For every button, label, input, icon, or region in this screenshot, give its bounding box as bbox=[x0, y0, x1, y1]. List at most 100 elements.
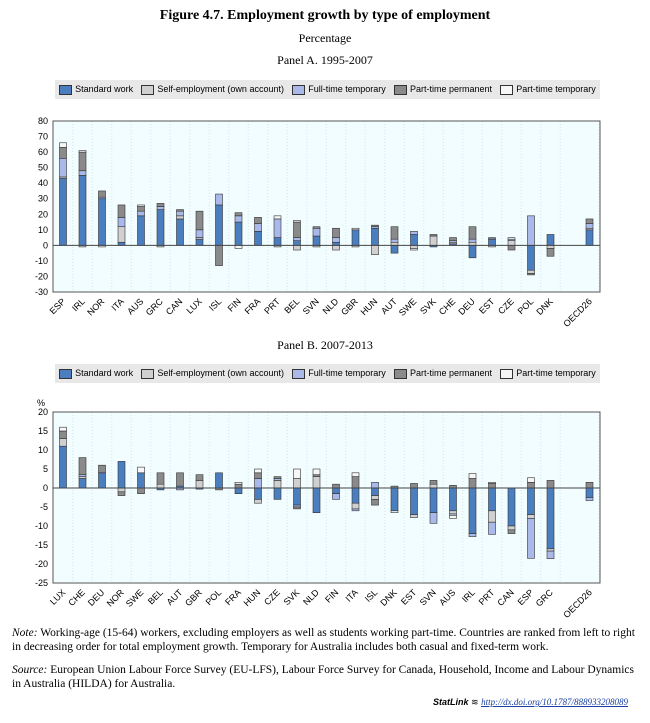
x-tick-label: SVK bbox=[282, 587, 302, 607]
y-tick-label: 70 bbox=[38, 132, 48, 142]
legend-panel-b: Standard work Self-employment (own accoun… bbox=[55, 364, 600, 383]
bar-segment-part-time-permanent bbox=[507, 529, 516, 534]
legend-label: Full-time temporary bbox=[308, 368, 386, 379]
bar-segment-standard-work bbox=[410, 487, 418, 515]
x-tick-label: CAN bbox=[495, 587, 516, 608]
x-tick-label: ESP bbox=[516, 587, 536, 607]
bar-segment-part-time-temporary bbox=[293, 468, 301, 479]
bar-segment-self-employment-own-account- bbox=[195, 480, 204, 489]
bar-segment-self-employment-own-account- bbox=[156, 483, 165, 489]
x-tick-label: POL bbox=[204, 587, 224, 607]
legend-swatch bbox=[292, 84, 306, 95]
legend-label: Part-time temporary bbox=[516, 84, 596, 95]
bar-segment-self-employment-own-account- bbox=[546, 548, 555, 552]
bar-segment-standard-work bbox=[234, 487, 243, 494]
y-tick-label: 40 bbox=[38, 178, 48, 188]
bar-segment-standard-work bbox=[254, 487, 262, 500]
legend-item: Full-time temporary bbox=[292, 84, 386, 95]
bar-segment-part-time-temporary bbox=[507, 237, 516, 240]
note-text: Working-age (15-64) workers, excluding e… bbox=[12, 627, 635, 653]
bar-segment-part-time-temporary bbox=[449, 515, 457, 519]
y-tick-label: 30 bbox=[38, 194, 48, 204]
bar-segment-part-time-permanent bbox=[390, 226, 399, 240]
bar-segment-full-time-temporary bbox=[429, 512, 438, 524]
figure-title: Figure 4.7. Employment growth by type of… bbox=[159, 8, 491, 23]
bar-segment-part-time-permanent bbox=[449, 237, 457, 242]
legend-item: Part-time temporary bbox=[500, 84, 596, 95]
statlink-label: StatLink bbox=[432, 697, 469, 707]
bar-segment-part-time-permanent bbox=[488, 483, 496, 489]
legend-label: Self-employment (own account) bbox=[157, 84, 284, 95]
legend-swatch bbox=[141, 368, 155, 379]
bar-segment-part-time-temporary bbox=[351, 227, 360, 231]
statlink-icon: ≋ bbox=[471, 697, 479, 707]
y-tick-label: 20 bbox=[38, 209, 48, 219]
x-tick-label: SVN bbox=[418, 587, 438, 607]
bar-segment-part-time-permanent bbox=[332, 227, 340, 238]
y-tick-label: 50 bbox=[38, 163, 48, 173]
y-tick-label: 15 bbox=[38, 426, 48, 436]
bar-segment-standard-work bbox=[273, 487, 282, 500]
bar-segment-self-employment-own-account- bbox=[410, 514, 418, 518]
bar-segment-self-employment-own-account- bbox=[488, 510, 496, 523]
y-tick-label: -30 bbox=[35, 287, 48, 297]
x-tick-label: DEU bbox=[86, 587, 107, 608]
bar-segment-full-time-temporary bbox=[585, 497, 594, 501]
bar-segment-part-time-permanent bbox=[273, 476, 282, 479]
bar-segment-standard-work bbox=[351, 487, 360, 504]
bar-segment-self-employment-own-account- bbox=[59, 438, 67, 447]
bar-segment-part-time-temporary bbox=[410, 248, 418, 251]
bar-segment-part-time-temporary bbox=[59, 426, 67, 432]
bar-segment-standard-work bbox=[137, 472, 145, 489]
y-axis-label: % bbox=[37, 398, 45, 408]
bar-segment-standard-work bbox=[429, 487, 438, 514]
bar-segment-standard-work bbox=[449, 487, 457, 512]
bar-segment-standard-work bbox=[59, 445, 67, 489]
y-tick-label: -10 bbox=[35, 521, 48, 531]
bar-segment-self-employment-own-account- bbox=[273, 480, 282, 489]
bar-segment-part-time-permanent bbox=[585, 218, 594, 224]
bar-segment-standard-work bbox=[468, 487, 477, 534]
bar-segment-part-time-permanent bbox=[429, 234, 438, 237]
x-tick-label: GRC bbox=[534, 587, 556, 609]
y-tick-label: 60 bbox=[38, 147, 48, 157]
legend-item: Self-employment (own account) bbox=[141, 84, 284, 95]
bar-segment-part-time-permanent bbox=[468, 478, 477, 489]
x-tick-label: BEL bbox=[146, 587, 165, 606]
bar-segment-part-time-temporary bbox=[488, 481, 496, 484]
bar-segment-self-employment-own-account- bbox=[527, 514, 535, 519]
legend-swatch bbox=[141, 84, 155, 95]
bar-segment-part-time-temporary bbox=[59, 142, 67, 148]
statlink: StatLink ≋ http://dx.doi.org/10.1787/888… bbox=[433, 697, 628, 708]
bar-segment-part-time-permanent bbox=[254, 217, 262, 224]
y-tick-label: -5 bbox=[40, 502, 48, 512]
legend-label: Self-employment (own account) bbox=[157, 368, 284, 379]
bar-segment-part-time-permanent bbox=[117, 491, 126, 496]
y-tick-label: 10 bbox=[38, 445, 48, 455]
bar-segment-part-time-permanent bbox=[78, 457, 87, 476]
y-tick-label: -20 bbox=[35, 271, 48, 281]
source-label: Source: bbox=[12, 664, 48, 676]
statlink-url[interactable]: http://dx.doi.org/10.1787/888933208089 bbox=[481, 697, 628, 707]
bar-segment-part-time-permanent bbox=[527, 481, 535, 489]
bar-segment-part-time-permanent bbox=[351, 476, 360, 489]
bar-segment-self-employment-own-account- bbox=[293, 478, 301, 489]
bar-segment-full-time-temporary bbox=[215, 193, 223, 206]
source-text: European Union Labour Force Survey (EU-L… bbox=[12, 664, 635, 690]
bar-segment-standard-work bbox=[527, 487, 535, 515]
legend-item: Part-time temporary bbox=[500, 368, 596, 379]
bar-segment-standard-work bbox=[488, 487, 496, 512]
bar-segment-self-employment-own-account- bbox=[449, 510, 457, 515]
bar-segment-full-time-temporary bbox=[546, 550, 555, 559]
x-tick-label: LUX bbox=[48, 587, 67, 606]
bar-segment-full-time-temporary bbox=[468, 533, 477, 537]
bar-segment-full-time-temporary bbox=[410, 231, 418, 235]
bar-segment-part-time-permanent bbox=[117, 204, 126, 218]
legend-item: Self-employment (own account) bbox=[141, 368, 284, 379]
bar-segment-standard-work bbox=[293, 487, 301, 506]
legend-swatch bbox=[393, 368, 407, 379]
legend-item: Standard work bbox=[59, 84, 133, 95]
bar-segment-standard-work bbox=[312, 487, 321, 514]
